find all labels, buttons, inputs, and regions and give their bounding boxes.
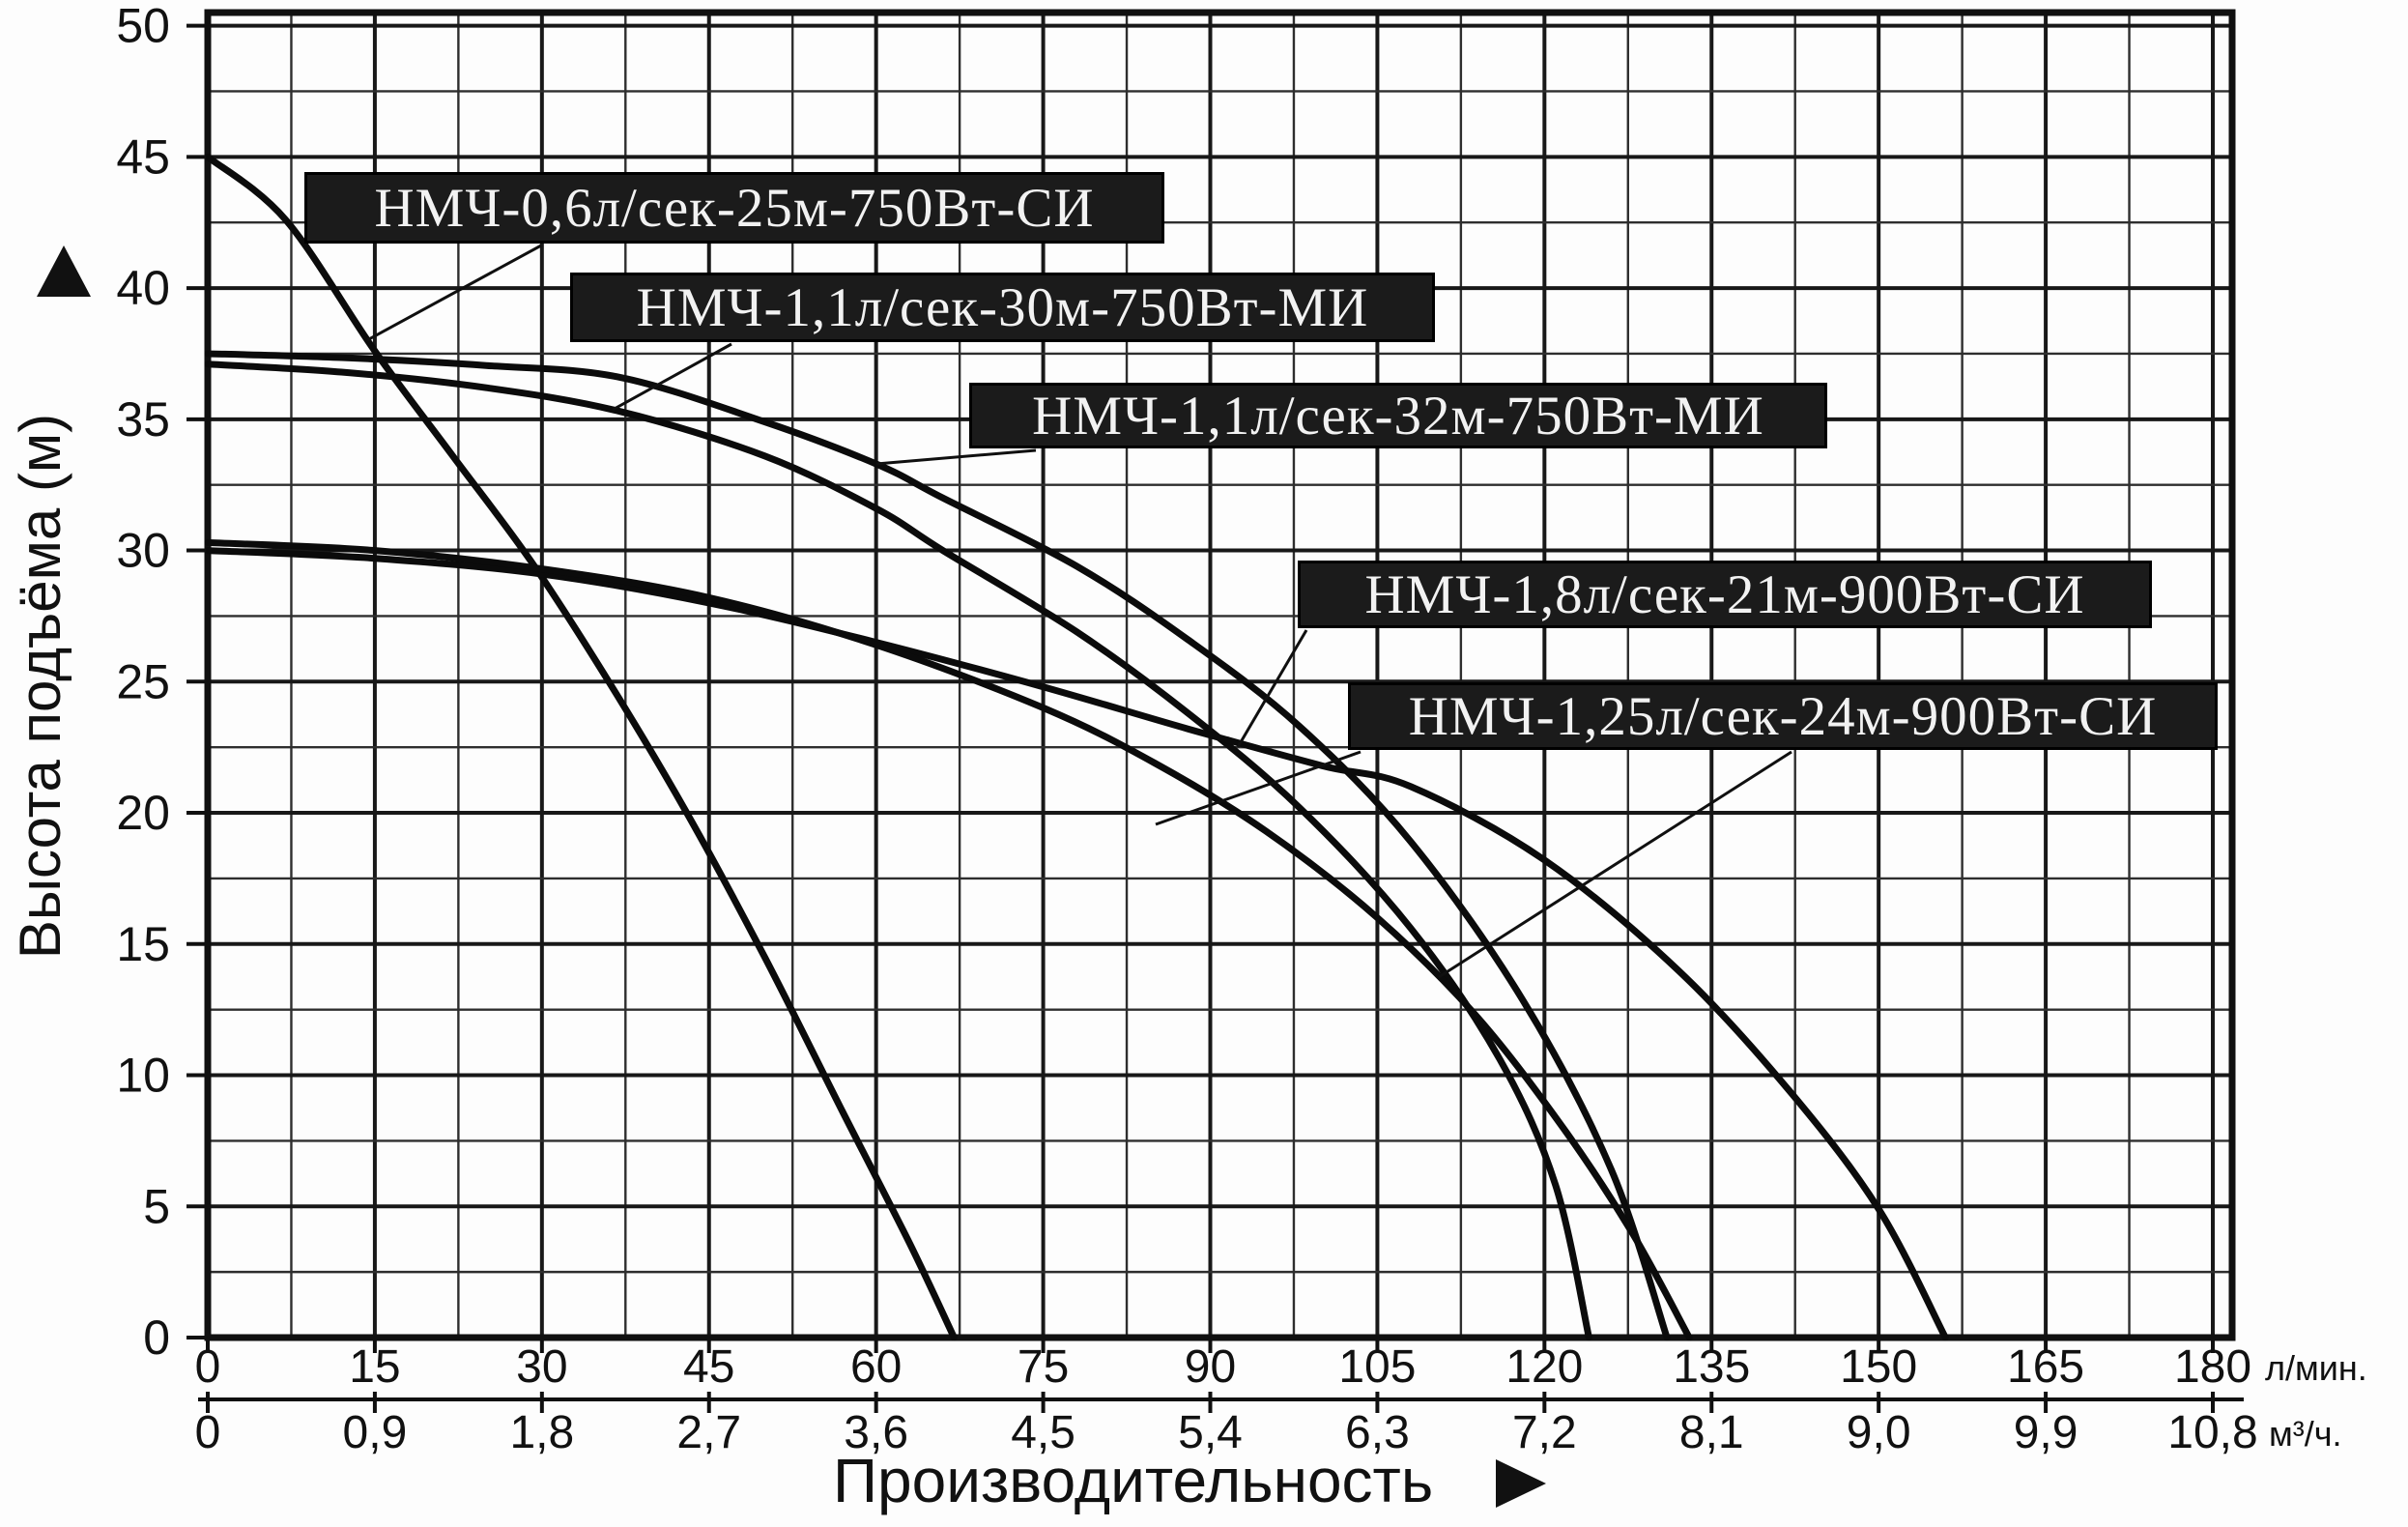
y-axis-title: Высота подъёма (м)	[8, 414, 72, 959]
leader-lines	[366, 244, 1792, 979]
x-unit-m3h: м³/ч.	[2269, 1414, 2342, 1454]
y-tick-label: 20	[116, 786, 170, 840]
plot-border	[204, 9, 2236, 1341]
axis-ticks: 0 5 10 15 20 25 30 35 40 45 50 0 15 30 45 60 75 90 105 120 1…	[116, 0, 2257, 1458]
x-tick-label-lmin: 90	[1185, 1341, 1236, 1393]
y-tick-label: 5	[143, 1179, 170, 1233]
label-leader-line-3	[875, 448, 1037, 466]
x-tick-label-lmin: 0	[195, 1341, 221, 1393]
x-tick-label-lmin: 150	[1840, 1341, 1917, 1393]
x-tick-label-m3h: 2,7	[676, 1407, 741, 1458]
pump-curve-2	[204, 360, 1592, 1341]
curve-label-2: НМЧ-1,1л/сек-30м-750Вт-МИ	[570, 273, 1435, 342]
x-axis-arrow-icon	[1496, 1459, 1546, 1508]
x-tick-label-lmin: 30	[516, 1341, 567, 1393]
x-tick-label-m3h: 8,1	[1679, 1407, 1744, 1458]
x-tick-label-lmin: 60	[850, 1341, 902, 1393]
pump-curve-1	[204, 153, 958, 1341]
y-tick-label: 15	[116, 917, 170, 971]
y-tick-label: 0	[143, 1311, 170, 1365]
x-tick-label-m3h: 9,0	[1847, 1407, 1911, 1458]
x-tick-label-m3h: 7,2	[1512, 1407, 1577, 1458]
x-tick-label-lmin: 105	[1338, 1341, 1416, 1393]
y-tick-label: 35	[116, 392, 170, 447]
pump-curves	[204, 153, 1949, 1341]
x-tick-label-m3h: 0	[195, 1407, 221, 1458]
x-tick-label-lmin: 120	[1505, 1341, 1583, 1393]
curve-label-3: НМЧ-1,1л/сек-32м-750Вт-МИ	[969, 383, 1827, 448]
x-tick-label-lmin: 75	[1018, 1341, 1069, 1393]
y-tick-label: 10	[116, 1049, 170, 1103]
y-tick-label: 50	[116, 0, 170, 53]
x-tick-label-m3h: 9,9	[2014, 1407, 2078, 1458]
x-tick-label-m3h: 6,3	[1345, 1407, 1410, 1458]
label-leader-line-1	[366, 244, 542, 342]
label-leader-line-2	[612, 342, 732, 412]
x-tick-label-lmin: 180	[2174, 1341, 2251, 1393]
label-leader-line-4	[1236, 629, 1308, 748]
y-tick-label: 30	[116, 524, 170, 578]
x-tick-label-lmin: 45	[683, 1341, 734, 1393]
x-tick-label-m3h: 3,6	[844, 1407, 908, 1458]
pump-curve-4	[204, 547, 1949, 1341]
curve-label-4: НМЧ-1,8л/сек-21м-900Вт-СИ	[1298, 561, 2152, 628]
plot-border-rect	[204, 9, 2236, 1341]
y-tick-label: 45	[116, 130, 170, 184]
pump-curve-5	[204, 538, 1693, 1341]
x-axis-title: Производительность	[833, 1446, 1433, 1515]
label-leader-line-5	[1438, 750, 1792, 979]
curve-label-1: НМЧ-0,6л/сек-25м-750Вт-СИ	[304, 172, 1164, 244]
x-tick-label-lmin: 15	[349, 1341, 400, 1393]
curve-label-5: НМЧ-1,25л/сек-24м-900Вт-СИ	[1348, 682, 2218, 750]
x-tick-label-m3h: 0,9	[343, 1407, 408, 1458]
pump-curve-3	[204, 350, 1671, 1341]
x-tick-label-m3h: 10,8	[2167, 1407, 2257, 1458]
x-tick-label-lmin: 165	[2007, 1341, 2084, 1393]
y-axis-arrow-icon	[37, 245, 91, 297]
x-tick-label-m3h: 1,8	[509, 1407, 574, 1458]
x-unit-lmin: л/мин.	[2265, 1348, 2367, 1388]
x-tick-label-lmin: 135	[1673, 1341, 1750, 1393]
x-tick-label-m3h: 5,4	[1178, 1407, 1243, 1458]
y-tick-label: 40	[116, 261, 170, 315]
x-tick-label-m3h: 4,5	[1011, 1407, 1075, 1458]
y-tick-label: 25	[116, 654, 170, 708]
label-leader-line-6	[1155, 750, 1362, 826]
